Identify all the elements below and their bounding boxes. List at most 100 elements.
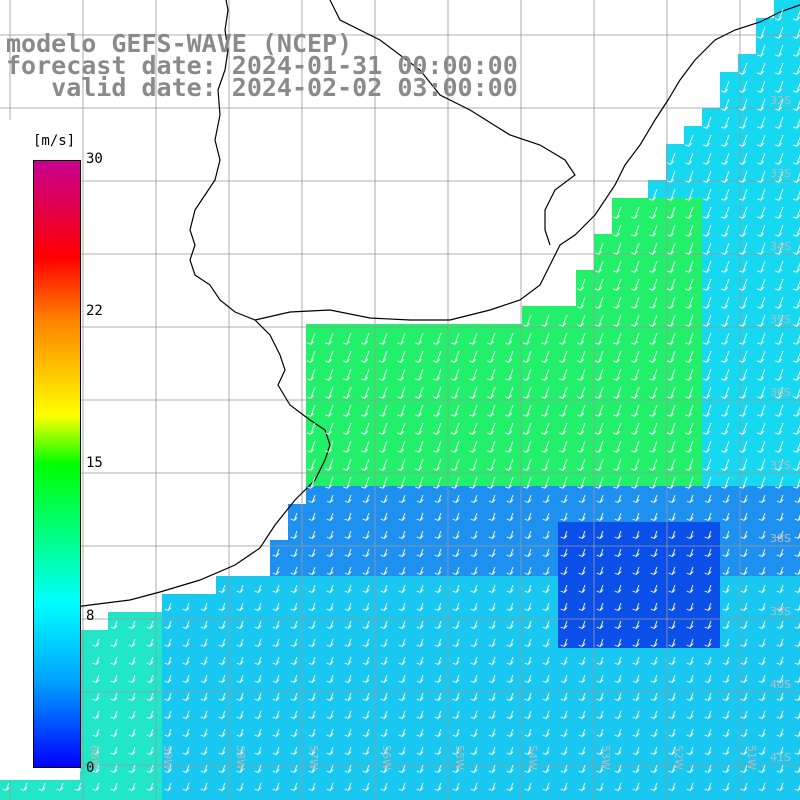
wind-arrow [667, 224, 676, 237]
wind-arrow [578, 764, 586, 773]
wind-arrow [362, 494, 370, 503]
wind-arrow [649, 476, 658, 489]
wind-arrow [128, 746, 136, 755]
wind-arrow [739, 170, 748, 183]
wind-arrow [740, 710, 748, 719]
wind-arrow [380, 782, 388, 791]
wind-arrow [595, 314, 604, 327]
wind-arrow [398, 746, 406, 755]
wind-arrow [740, 728, 748, 737]
wind-arrow [379, 404, 388, 417]
wind-arrow [685, 476, 694, 489]
wind-arrow [308, 710, 316, 719]
wind-arrow [793, 370, 800, 381]
wind-arrow [398, 494, 406, 503]
wind-arrow [308, 728, 316, 737]
wind-arrow [505, 368, 514, 381]
wind-arrow [686, 764, 694, 773]
wind-speed-cell [720, 792, 739, 800]
wind-arrow [721, 152, 730, 165]
wind-arrow [325, 458, 334, 471]
wind-arrow [596, 692, 604, 701]
wind-arrow [379, 386, 388, 399]
wind-arrow [362, 746, 370, 755]
wind-arrow [361, 440, 370, 453]
wind-arrow [362, 638, 370, 647]
wind-arrow [110, 674, 118, 683]
wind-arrow [668, 764, 676, 773]
wind-arrow [721, 350, 730, 363]
wind-arrow [452, 764, 460, 773]
wind-arrow [416, 620, 424, 629]
wind-arrow [307, 476, 316, 489]
wind-arrow [128, 656, 136, 665]
wind-arrow [20, 782, 28, 791]
wind-arrow [236, 620, 244, 629]
wind-arrow [110, 620, 118, 629]
wind-arrow [560, 512, 568, 521]
wind-arrow [433, 404, 442, 417]
wind-arrow [469, 386, 478, 399]
wind-speed-cell [792, 342, 800, 361]
wind-speed-cell [216, 792, 235, 800]
wind-arrow [632, 494, 640, 503]
wind-arrow [649, 260, 658, 273]
wind-arrow [667, 242, 676, 255]
wind-arrow [541, 350, 550, 363]
wind-arrow [415, 476, 424, 489]
wind-arrow [307, 404, 316, 417]
wind-arrow [416, 764, 424, 773]
wind-arrow [308, 674, 316, 683]
wind-speed-cell [36, 792, 55, 800]
wind-speed-cell [666, 792, 685, 800]
wind-arrow [793, 10, 800, 21]
wind-arrow [613, 422, 622, 435]
wind-arrow [488, 494, 496, 503]
wind-arrow [434, 620, 442, 629]
wind-arrow [505, 332, 514, 345]
wind-arrow [146, 746, 154, 755]
wind-arrow [721, 98, 730, 111]
wind-arrow [577, 368, 586, 381]
wind-arrow [290, 548, 298, 557]
wind-arrow [757, 152, 766, 165]
wind-arrow [254, 692, 262, 701]
wind-arrow [488, 728, 496, 737]
wind-arrow [110, 782, 118, 791]
wind-arrow [362, 620, 370, 629]
wind-arrow [434, 728, 442, 737]
wind-arrow [776, 530, 784, 539]
wind-arrow [776, 620, 784, 629]
wind-arrow [757, 476, 766, 489]
wind-arrow [631, 260, 640, 273]
wind-arrow [470, 710, 478, 719]
wind-arrow [506, 584, 514, 593]
wind-arrow [433, 458, 442, 471]
wind-arrow [434, 782, 442, 791]
wind-arrow [541, 440, 550, 453]
wind-arrow [739, 332, 748, 345]
wind-arrow [344, 512, 352, 521]
wind-arrow [452, 602, 460, 611]
wind-arrow [416, 674, 424, 683]
wind-speed-cell [792, 378, 800, 397]
wind-arrow [776, 674, 784, 683]
wind-arrow [506, 638, 514, 647]
wind-arrow [632, 602, 640, 611]
wind-arrow [577, 386, 586, 399]
wind-arrow [757, 350, 766, 363]
wind-arrow [613, 458, 622, 471]
wind-arrow [146, 638, 154, 647]
wind-arrow [469, 476, 478, 489]
wind-speed-cell [270, 792, 289, 800]
wind-arrow [740, 530, 748, 539]
wind-arrow [685, 134, 694, 147]
wind-arrow [326, 710, 334, 719]
wind-arrow [632, 746, 640, 755]
wind-arrow [128, 692, 136, 701]
wind-speed-cell [792, 558, 800, 577]
wind-arrow [434, 764, 442, 773]
wind-arrow [578, 548, 586, 557]
wind-arrow [308, 656, 316, 665]
wind-arrow [128, 782, 136, 791]
